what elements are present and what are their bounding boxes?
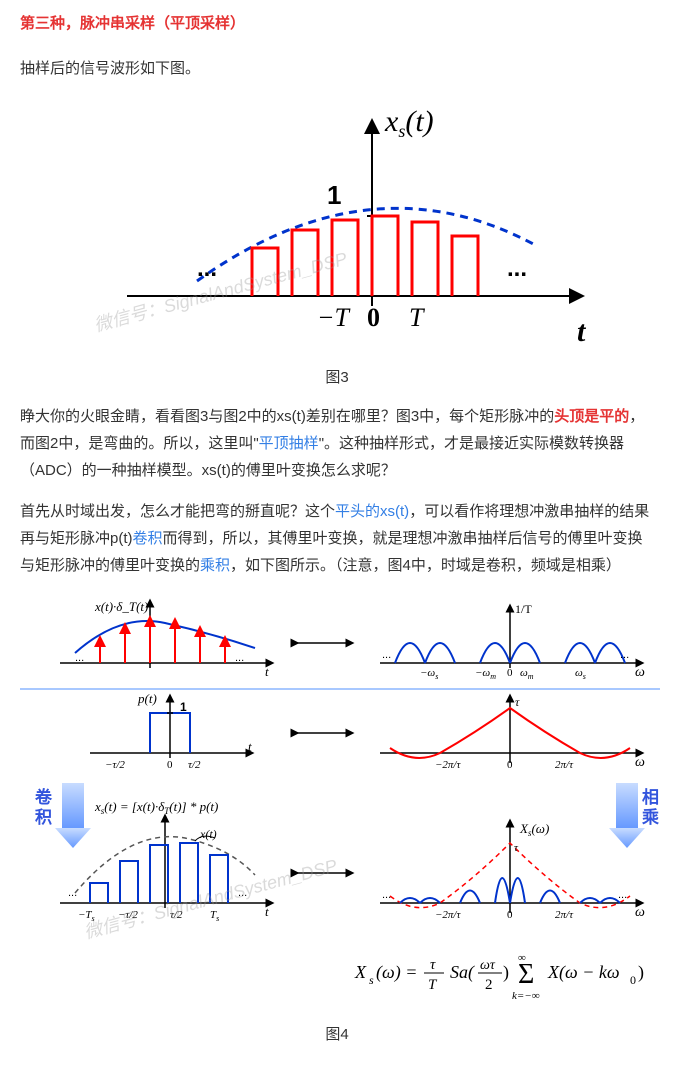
svg-text:2: 2 <box>485 977 493 993</box>
svg-text:0: 0 <box>630 973 636 987</box>
svg-text:τ/2: τ/2 <box>170 909 183 921</box>
svg-text:x(t)·δ_T(t): x(t)·δ_T(t) <box>94 599 148 614</box>
svg-text:s: s <box>369 973 374 987</box>
figure-4-container: ... ... x(t)·δ_T(t) t ... ... 1/T −ωs −ω… <box>20 593 654 1013</box>
svg-text:2π/τ: 2π/τ <box>555 909 574 921</box>
para1-hl1: 头顶是平的 <box>554 408 629 425</box>
svg-text:−2π/τ: −2π/τ <box>435 759 461 771</box>
svg-text:X(ω − kω: X(ω − kω <box>547 962 620 983</box>
svg-text:p(t): p(t) <box>137 691 157 706</box>
svg-text:): ) <box>638 962 644 983</box>
svg-text:τ: τ <box>515 695 520 709</box>
figure-3-svg: 1 ... ... xs(t) −T 0 T t <box>67 96 607 356</box>
row3-left: x(t) ... ... −Ts −τ/2 τ/2 Ts t <box>60 818 270 923</box>
row2-right: τ −2π/τ 0 2π/τ ω <box>380 695 645 771</box>
svg-text:−2π/τ: −2π/τ <box>435 909 461 921</box>
svg-text:Sa(: Sa( <box>450 962 475 983</box>
zero-label: 0 <box>367 303 380 332</box>
para1-a: 睁大你的火眼金睛，看看图3与图2中的xs(t)差别在哪里？图3中，每个矩形脉冲的 <box>20 408 554 425</box>
row1-right: ... ... 1/T −ωs −ωm 0 ωm ωs ω <box>380 602 645 681</box>
intro-text: 抽样后的信号波形如下图。 <box>20 55 654 82</box>
row1-left: ... ... x(t)·δ_T(t) t <box>60 599 270 679</box>
svg-text:(ω) =: (ω) = <box>376 962 417 983</box>
svg-text:...: ... <box>235 652 244 664</box>
conv-arrow: 卷 积 <box>34 783 91 848</box>
svg-text:...: ... <box>238 887 247 899</box>
svg-text:T: T <box>428 977 438 993</box>
x-label: t <box>577 315 587 348</box>
svg-text:−ωm: −ωm <box>475 667 496 681</box>
svg-text:∞: ∞ <box>518 952 526 964</box>
svg-text:...: ... <box>382 889 391 901</box>
row2-left: p(t) 1 −τ/2 0 τ/2 t <box>90 691 252 771</box>
svg-text:τ/2: τ/2 <box>188 759 201 771</box>
row3-right: Xs(ω) τ ... ... −2π/τ 0 2π/τ ω <box>380 821 645 921</box>
svg-text:Ts: Ts <box>210 909 219 923</box>
svg-text:1/T: 1/T <box>515 602 532 616</box>
svg-text:): ) <box>503 962 509 983</box>
para-2: 首先从时域出发，怎么才能把弯的掰直呢？这个平头的xs(t)，可以看作将理想冲激串… <box>20 498 654 579</box>
svg-text:2π/τ: 2π/τ <box>555 759 574 771</box>
svg-text:τ: τ <box>430 957 436 973</box>
svg-text:ωτ: ωτ <box>480 958 496 973</box>
svg-text:Xs(ω): Xs(ω) <box>519 821 549 838</box>
svg-text:−τ/2: −τ/2 <box>105 759 125 771</box>
pulses-group <box>252 216 478 296</box>
svg-text:相: 相 <box>642 787 659 807</box>
svg-text:...: ... <box>75 652 84 664</box>
svg-text:0: 0 <box>167 759 173 771</box>
svg-text:乘: 乘 <box>641 808 659 827</box>
svg-text:积: 积 <box>35 808 52 827</box>
envelope-curve <box>197 208 537 281</box>
para-1: 睁大你的火眼金睛，看看图3与图2中的xs(t)差别在哪里？图3中，每个矩形脉冲的… <box>20 403 654 484</box>
para2-hl3: 乘积 <box>200 557 230 574</box>
section-title: 第三种，脉冲串采样（平顶采样） <box>20 10 654 37</box>
y-label: xs(t) <box>384 105 434 141</box>
para2-d: ，如下图所示。（注意，图4中，时域是卷积，频域是相乘） <box>230 557 621 574</box>
svg-text:t: t <box>265 664 269 679</box>
para1-hl2: 平顶抽样 <box>259 435 319 452</box>
row3-formula-label: xs(t) = [x(t)·δT(t)] * p(t) <box>94 799 218 816</box>
svg-text:ω: ω <box>635 905 645 920</box>
caption-4: 图4 <box>20 1021 654 1048</box>
svg-text:−ωs: −ωs <box>420 667 438 681</box>
svg-text:−Ts: −Ts <box>78 909 95 923</box>
caption-3: 图3 <box>20 364 654 391</box>
svg-text:...: ... <box>68 887 77 899</box>
svg-text:ωm: ωm <box>520 667 534 681</box>
para2-hl2: 卷积 <box>133 530 163 547</box>
svg-text:ω: ω <box>635 755 645 770</box>
svg-text:t: t <box>248 739 252 754</box>
svg-text:0: 0 <box>507 759 513 771</box>
svg-text:1: 1 <box>180 700 187 714</box>
svg-text:0: 0 <box>507 909 513 921</box>
mult-arrow: 相 乘 <box>609 783 659 848</box>
svg-text:x(t): x(t) <box>199 827 217 841</box>
amp-label: 1 <box>327 180 341 210</box>
svg-text:...: ... <box>620 649 629 661</box>
para2-hl1: 平头的xs(t) <box>335 503 409 520</box>
svg-text:t: t <box>265 904 269 919</box>
dots-right: ... <box>507 255 527 282</box>
para2-a: 首先从时域出发，怎么才能把弯的掰直呢？这个 <box>20 503 335 520</box>
figure-4-svg: ... ... x(t)·δ_T(t) t ... ... 1/T −ωs −ω… <box>20 593 660 1013</box>
svg-text:卷: 卷 <box>34 787 53 807</box>
formula: X s (ω) = τ T Sa( ωτ 2 ) Σ ∞ k=−∞ X(ω − … <box>354 952 644 1002</box>
figure-3-container: 1 ... ... xs(t) −T 0 T t 微信号：SignalAndSy… <box>20 96 654 356</box>
svg-text:k=−∞: k=−∞ <box>512 990 540 1002</box>
svg-text:...: ... <box>382 649 391 661</box>
svg-text:ω: ω <box>635 665 645 680</box>
svg-text:−τ/2: −τ/2 <box>118 909 138 921</box>
svg-text:X: X <box>354 962 367 982</box>
neg-T-label: −T <box>317 303 351 332</box>
svg-text:...: ... <box>618 889 627 901</box>
pos-T-label: T <box>409 303 425 332</box>
svg-text:ωs: ωs <box>575 667 586 681</box>
svg-text:0: 0 <box>507 667 513 679</box>
svg-text:τ: τ <box>514 842 519 854</box>
dots-left: ... <box>197 255 217 282</box>
